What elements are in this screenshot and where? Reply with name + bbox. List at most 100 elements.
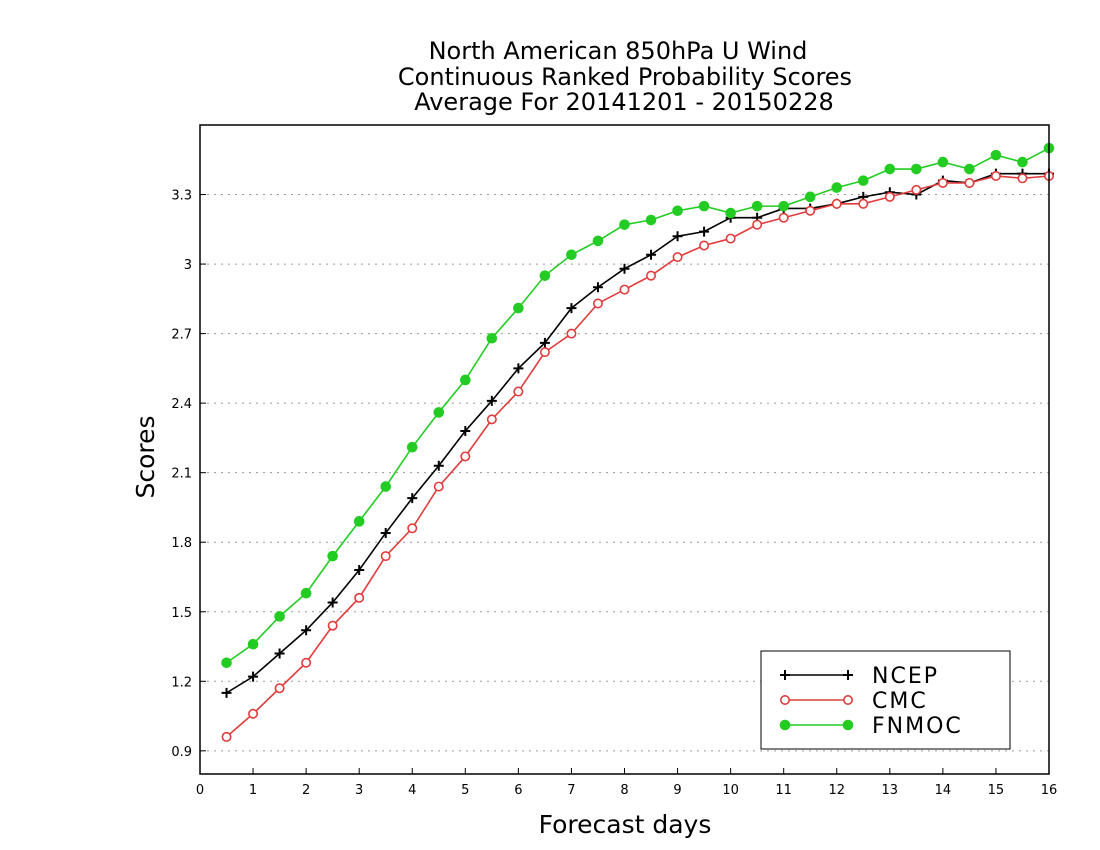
y-tick-label: 1.2 <box>171 675 192 690</box>
x-tick-label: 6 <box>514 783 522 798</box>
cmc-point <box>327 620 338 631</box>
y-tick-label: 2.7 <box>171 328 192 343</box>
legend-marker-fnmoc <box>779 719 791 731</box>
cmc-point <box>805 205 816 216</box>
legend-item-fnmoc: FNMOC <box>779 714 963 739</box>
x-tick-label: 0 <box>196 783 204 798</box>
fnmoc-point <box>1017 156 1028 168</box>
cmc-point <box>539 347 550 358</box>
ncep-point <box>592 282 603 293</box>
cmc-point <box>513 386 524 397</box>
cmc-point <box>619 284 630 295</box>
fnmoc-point <box>274 611 285 622</box>
legend-item-cmc: CMC <box>779 689 928 714</box>
cmc-point <box>884 191 895 202</box>
x-tick-label: 10 <box>722 783 739 798</box>
series-layer <box>221 142 1055 742</box>
fnmoc-point <box>645 214 657 226</box>
legend-item-ncep: NCEP <box>780 664 939 689</box>
chart-title-line-1: North American 850hPa U Wind <box>429 37 808 65</box>
chart-title-line-2: Continuous Ranked Probability Scores <box>398 63 852 91</box>
fnmoc-point <box>725 207 736 219</box>
cmc-point <box>592 298 603 309</box>
fnmoc-point <box>884 163 896 175</box>
cmc-point <box>646 270 657 281</box>
x-tick-label: 1 <box>249 783 257 798</box>
fnmoc-point <box>566 249 577 261</box>
fnmoc-point <box>460 374 471 386</box>
ncep-point <box>539 337 550 348</box>
x-tick-label: 4 <box>408 783 416 798</box>
ncep-point <box>646 249 657 260</box>
ncep-point <box>486 395 497 406</box>
fnmoc-point <box>539 270 551 281</box>
ncep-point <box>513 363 524 374</box>
cmc-point <box>911 184 922 195</box>
y-tick-label: 3.3 <box>171 189 192 204</box>
fnmoc-series <box>221 142 1055 669</box>
cmc-point <box>699 240 710 251</box>
legend-marker-ncep <box>780 670 790 680</box>
ncep-point <box>619 263 630 274</box>
legend-marker-ncep <box>843 670 853 680</box>
fnmoc-point <box>990 149 1002 161</box>
x-tick-label: 7 <box>567 783 575 798</box>
ncep-series <box>221 168 1054 698</box>
ncep-point <box>380 527 391 538</box>
y-tick-label: 0.9 <box>171 745 192 760</box>
ncep-point <box>699 226 710 237</box>
cmc-point <box>248 708 259 719</box>
ncep-point <box>221 687 232 698</box>
x-tick-label: 14 <box>935 783 952 798</box>
y-tick-label: 1.5 <box>171 606 192 621</box>
x-axis: 0 1 2 3 4 5 6 7 8 9 10 11 12 13 14 15 16 <box>196 768 1057 798</box>
x-tick-label: 11 <box>775 783 792 798</box>
ncep-point <box>407 493 418 504</box>
fnmoc-point <box>937 156 949 168</box>
fnmoc-point <box>221 657 232 669</box>
cmc-point <box>460 451 471 462</box>
cmc-point <box>778 212 789 223</box>
legend-label-ncep: NCEP <box>872 664 939 689</box>
legend-label-fnmoc: FNMOC <box>872 714 963 739</box>
ncep-line <box>226 172 1049 694</box>
cmc-point <box>725 233 736 244</box>
ncep-point <box>566 303 577 314</box>
x-tick-label: 9 <box>673 783 681 798</box>
cmc-point <box>433 481 444 492</box>
x-tick-label: 5 <box>461 783 469 798</box>
fnmoc-point <box>698 200 710 212</box>
y-tick-label: 3 <box>184 258 192 273</box>
cmc-point <box>672 252 683 263</box>
cmc-series <box>221 170 1055 742</box>
cmc-point <box>566 328 577 339</box>
fnmoc-point <box>486 332 498 344</box>
fnmoc-line <box>226 147 1050 664</box>
x-axis-label: Forecast days <box>539 810 712 839</box>
fnmoc-point <box>513 302 524 314</box>
y-axis-label: Scores <box>131 415 160 498</box>
x-tick-label: 15 <box>988 783 1005 798</box>
fnmoc-point <box>964 163 975 175</box>
cmc-point <box>221 731 232 742</box>
fnmoc-point <box>751 200 763 212</box>
fnmoc-point <box>327 550 338 562</box>
legend-label-cmc: CMC <box>872 689 928 714</box>
ncep-point <box>327 597 338 608</box>
fnmoc-point <box>247 638 259 650</box>
y-tick-label: 2.4 <box>171 397 192 412</box>
legend-marker-cmc <box>779 694 790 705</box>
fnmoc-point <box>406 441 418 453</box>
cmc-point <box>990 170 1001 181</box>
cmc-point <box>301 657 312 668</box>
fnmoc-point <box>353 516 365 527</box>
chart-title: North American 850hPa U Wind Continuous … <box>398 37 852 116</box>
fnmoc-point <box>804 191 816 203</box>
fnmoc-point <box>433 407 445 418</box>
legend-marker-fnmoc <box>842 719 854 731</box>
ncep-point <box>274 648 285 659</box>
cmc-point <box>964 177 975 188</box>
cmc-point <box>486 414 497 425</box>
